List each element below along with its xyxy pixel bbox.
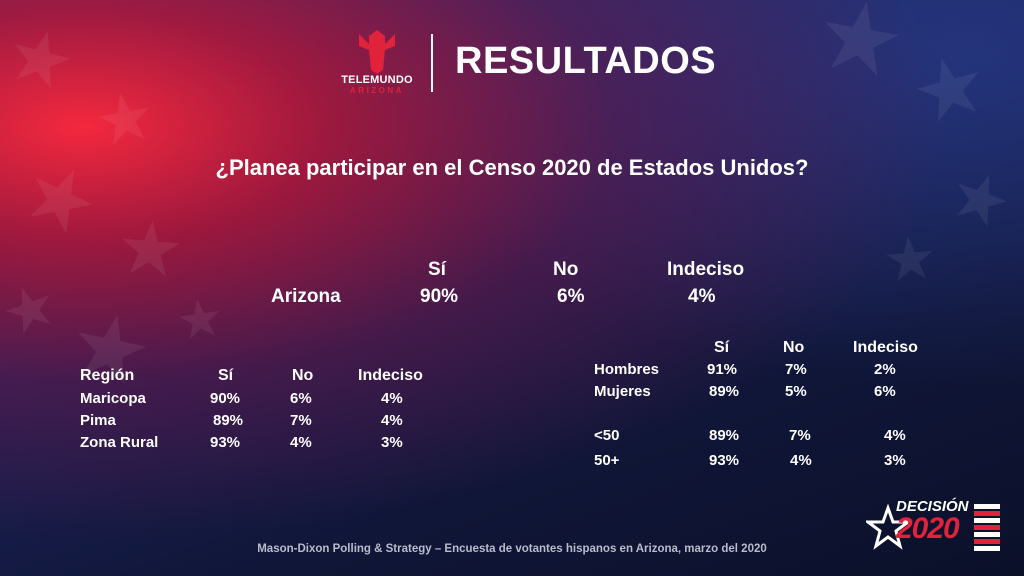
state-value-no: 6% xyxy=(557,286,585,307)
question-heading: ¿Planea participar en el Censo 2020 de E… xyxy=(215,155,809,180)
region-row-indeciso: 4% xyxy=(381,390,403,407)
state-header-si: Sí xyxy=(428,259,446,280)
region-row-label: Maricopa xyxy=(80,390,146,407)
logo-text: TELEMUNDO xyxy=(341,74,413,86)
region-row-si: 89% xyxy=(213,412,244,429)
region-row-indeciso: 3% xyxy=(381,434,403,451)
demo-row-no: 7% xyxy=(789,427,811,444)
region-header-no: No xyxy=(292,367,314,384)
demo-row-indeciso: 2% xyxy=(874,361,896,378)
region-header-label: Región xyxy=(80,367,135,384)
region-row-no: 4% xyxy=(290,434,312,451)
region-header-indeciso: Indeciso xyxy=(358,367,423,384)
telemundo-logo: TELEMUNDO ARIZONA xyxy=(337,30,417,96)
flag-star-icon xyxy=(866,503,1000,551)
demo-header-no: No xyxy=(783,339,805,356)
demo-header-si: Sí xyxy=(714,339,730,356)
state-value-indeciso: 4% xyxy=(688,286,716,307)
logo-sub: ARIZONA xyxy=(350,86,404,95)
region-row-label: Pima xyxy=(80,412,116,429)
demo-header-indeciso: Indeciso xyxy=(853,339,918,356)
region-row-indeciso: 4% xyxy=(381,412,403,429)
demo-row-label: 50+ xyxy=(594,452,620,469)
decision-2020-badge: DECISIÓN 2020 xyxy=(866,498,1002,554)
demo-row-label: Hombres xyxy=(594,361,660,378)
state-header-no: No xyxy=(553,259,579,280)
demo-row-no: 7% xyxy=(785,361,807,378)
state-label: Arizona xyxy=(271,286,341,307)
region-row-label: Zona Rural xyxy=(80,434,159,451)
demo-row-si: 89% xyxy=(709,383,740,400)
demo-row-indeciso: 4% xyxy=(884,427,906,444)
demo-row-indeciso: 3% xyxy=(884,452,906,469)
demo-row-label: Mujeres xyxy=(594,383,651,400)
footer-source: Mason-Dixon Polling & Strategy – Encuest… xyxy=(257,543,767,555)
page-title: RESULTADOS xyxy=(455,40,717,82)
demo-row-si: 93% xyxy=(709,452,740,469)
region-row-no: 6% xyxy=(290,390,312,407)
demo-row-no: 5% xyxy=(785,383,807,400)
state-value-si: 90% xyxy=(420,286,459,307)
demo-row-no: 4% xyxy=(790,452,812,469)
badge-line2: 2020 xyxy=(896,512,960,545)
region-row-si: 90% xyxy=(210,390,241,407)
region-row-no: 7% xyxy=(290,412,312,429)
region-header-si: Sí xyxy=(218,367,234,384)
badge-line1: DECISIÓN xyxy=(896,498,969,515)
telemundo-t-icon xyxy=(359,30,395,74)
region-row-si: 93% xyxy=(210,434,241,451)
demo-row-si: 91% xyxy=(707,361,738,378)
demo-row-indeciso: 6% xyxy=(874,383,896,400)
header-divider xyxy=(431,34,433,92)
demo-row-si: 89% xyxy=(709,427,740,444)
state-header-indeciso: Indeciso xyxy=(667,259,745,280)
header: TELEMUNDO ARIZONA RESULTADOS xyxy=(0,28,1024,98)
demo-row-label: <50 xyxy=(594,427,620,444)
